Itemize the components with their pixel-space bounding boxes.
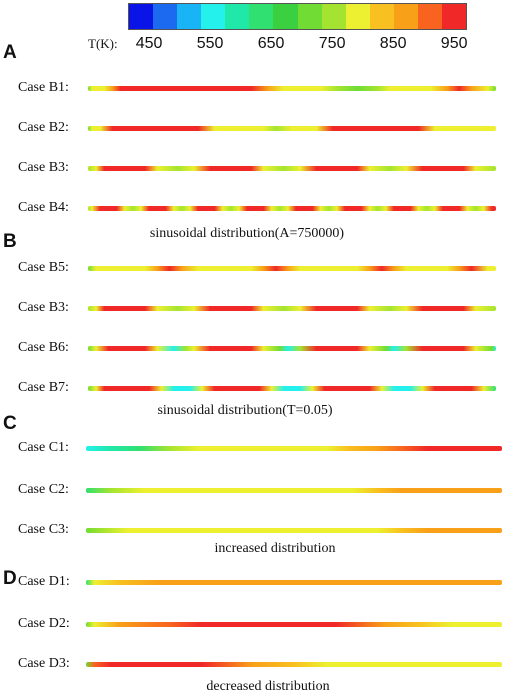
panel-label: D xyxy=(3,568,17,589)
temperature-bar xyxy=(88,346,496,351)
panel-label: C xyxy=(3,413,17,434)
colorbar-tick-label: 450 xyxy=(135,35,163,52)
colorbar-title: T(K): xyxy=(88,36,118,51)
colorbar-swatch xyxy=(273,4,298,29)
temperature-bar xyxy=(86,446,502,451)
case-label: Case B7: xyxy=(18,380,69,395)
case-label: Case D3: xyxy=(18,656,70,671)
temperature-bar xyxy=(88,166,496,171)
colorbar-tick-label: 750 xyxy=(318,35,346,52)
panel-caption: sinusoidal distribution(A=750000) xyxy=(149,226,345,241)
case-label: Case C1: xyxy=(18,440,69,455)
temperature-bar xyxy=(88,266,496,271)
case-label: Case D1: xyxy=(18,574,70,589)
colorbar-swatch xyxy=(393,4,418,29)
panel-caption: increased distribution xyxy=(214,541,336,556)
colorbar xyxy=(128,3,467,30)
colorbar-swatch xyxy=(297,4,322,29)
colorbar-tick-label: 950 xyxy=(440,35,468,52)
colorbar-swatch xyxy=(177,4,202,29)
case-label: Case B3: xyxy=(18,300,69,315)
temperature-bar xyxy=(88,386,496,391)
temperature-bar xyxy=(88,306,496,311)
temperature-bar xyxy=(88,86,496,91)
panel-caption: decreased distribution xyxy=(206,679,330,694)
colorbar-tick-label: 650 xyxy=(257,35,285,52)
panel-caption: sinusoidal distribution(T=0.05) xyxy=(157,403,333,418)
case-label: Case B6: xyxy=(18,340,69,355)
temperature-bar xyxy=(86,528,502,533)
colorbar-swatch xyxy=(369,4,394,29)
temperature-bar xyxy=(86,622,502,627)
case-label: Case B3: xyxy=(18,160,69,175)
case-label: Case B4: xyxy=(18,200,69,215)
case-label: Case D2: xyxy=(18,616,70,631)
temperature-bar xyxy=(88,206,496,211)
colorbar-swatch xyxy=(153,4,178,29)
temperature-bar xyxy=(88,126,496,131)
colorbar-swatch xyxy=(442,4,467,29)
colorbar-swatch xyxy=(249,4,274,29)
colorbar-tick-label: 550 xyxy=(196,35,224,52)
colorbar-swatch xyxy=(321,4,346,29)
case-label: Case B1: xyxy=(18,80,69,95)
colorbar-swatch xyxy=(345,4,370,29)
colorbar-swatch xyxy=(201,4,226,29)
colorbar-swatch xyxy=(129,4,154,29)
colorbar-tick-label: 850 xyxy=(379,35,407,52)
panel-label: A xyxy=(3,42,17,63)
temperature-bar xyxy=(86,488,502,493)
case-label: Case B2: xyxy=(18,120,69,135)
case-label: Case B5: xyxy=(18,260,69,275)
case-label: Case C2: xyxy=(18,482,69,497)
panel-label: B xyxy=(3,231,17,252)
colorbar-swatch xyxy=(225,4,250,29)
temperature-bar xyxy=(86,662,502,667)
colorbar-swatch xyxy=(417,4,443,29)
case-label: Case C3: xyxy=(18,522,69,537)
temperature-bar xyxy=(86,580,502,585)
